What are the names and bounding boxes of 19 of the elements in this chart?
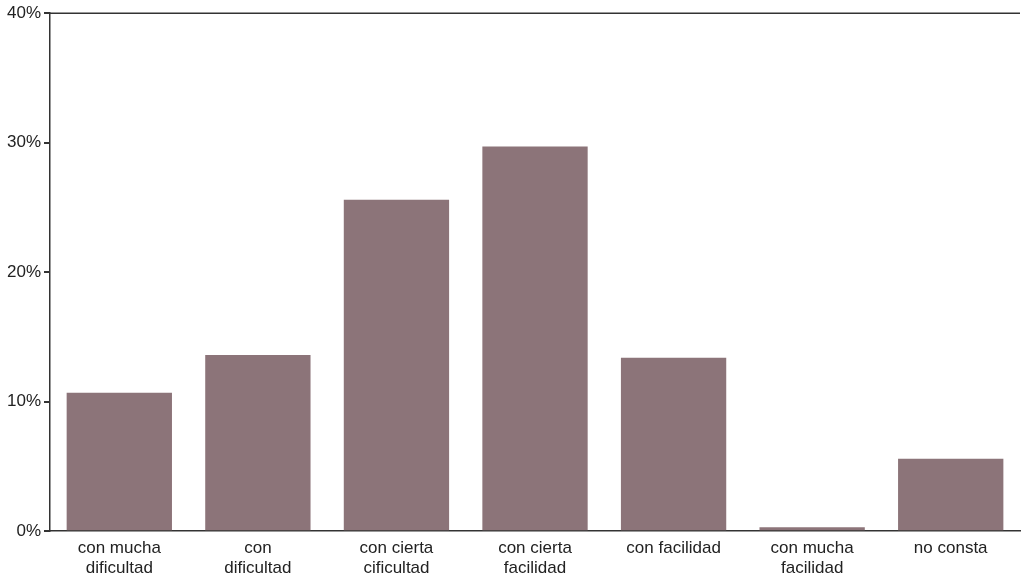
y-tick-label: 0%: [16, 520, 42, 540]
x-tick-label: no consta: [913, 538, 989, 558]
bar: [898, 458, 1004, 531]
x-tick-label: con dificultad: [224, 538, 292, 578]
y-tick-label: 10%: [6, 391, 42, 411]
y-tick-label: 30%: [6, 132, 42, 152]
x-tick-label: con mucha dificultad: [77, 538, 162, 578]
bar: [66, 392, 172, 531]
bar: [759, 527, 865, 531]
x-tick-label: con cierta cificultad: [359, 538, 434, 578]
x-tick-label: con mucha facilidad: [770, 538, 855, 578]
x-tick-label: con facilidad: [626, 538, 721, 558]
bar: [343, 199, 450, 531]
x-tick-label: con cierta facilidad: [498, 538, 573, 578]
y-tick-label: 40%: [6, 2, 42, 22]
bar: [482, 146, 588, 531]
y-tick-label: 20%: [6, 261, 42, 281]
bar: [620, 357, 727, 531]
bar: [205, 355, 311, 531]
